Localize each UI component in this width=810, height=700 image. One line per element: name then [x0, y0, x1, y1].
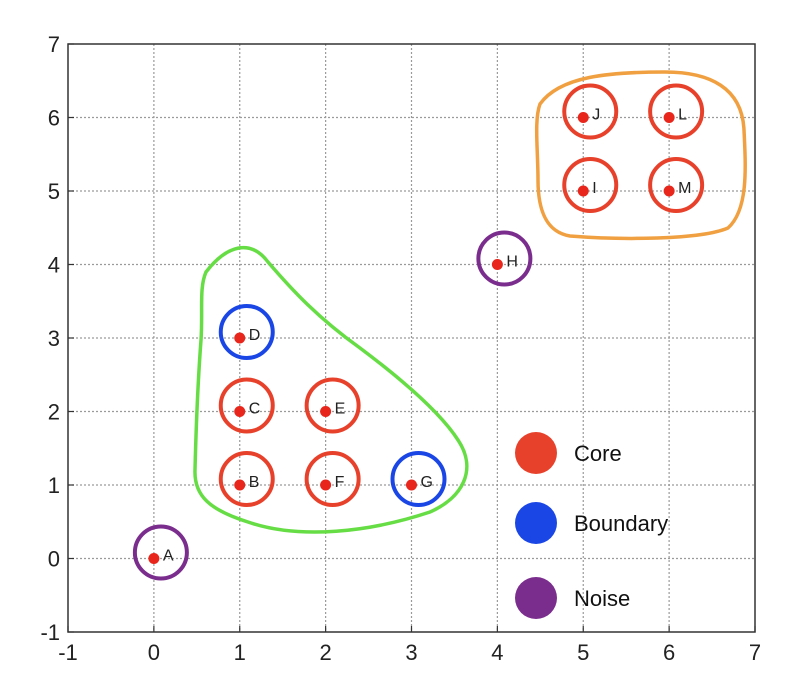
ring-b-core — [218, 451, 275, 507]
point-label-e: E — [335, 401, 346, 418]
ring-c-core — [218, 377, 275, 434]
y-tick-label: 3 — [48, 326, 60, 351]
ring-l-core — [648, 83, 705, 140]
legend-marker-core — [515, 432, 557, 474]
orange-cluster-outline — [534, 70, 747, 241]
y-tick-label: 2 — [48, 400, 60, 425]
legend-label-noise: Noise — [574, 586, 630, 611]
point-b — [234, 479, 246, 491]
ring-a-noise — [132, 524, 189, 581]
point-label-h: H — [506, 254, 518, 271]
x-tick-label: -1 — [58, 640, 78, 665]
y-tick-label: 6 — [48, 106, 60, 131]
point-g — [406, 479, 417, 491]
ring-e-core — [304, 377, 361, 434]
x-tick-label: 1 — [234, 640, 246, 665]
point-m — [663, 185, 675, 197]
point-f — [320, 479, 332, 491]
x-tick-label: 3 — [405, 640, 417, 665]
point-j — [577, 112, 589, 123]
legend-marker-noise — [515, 577, 557, 619]
y-tick-label: 5 — [48, 179, 60, 204]
point-labels: A B C D E F G H I J L M — [163, 107, 692, 565]
point-l — [663, 112, 675, 123]
ring-d-boundary — [218, 304, 275, 360]
ring-f-core — [304, 451, 361, 507]
x-tick-label: 0 — [148, 640, 160, 665]
point-label-m: M — [678, 180, 691, 197]
legend-marker-boundary — [515, 502, 557, 544]
point-label-j: J — [592, 107, 600, 124]
point-i — [577, 185, 589, 197]
point-label-b: B — [249, 474, 260, 491]
legend-label-boundary: Boundary — [574, 511, 668, 536]
point-label-g: G — [421, 474, 433, 491]
point-label-i: I — [592, 180, 596, 197]
x-tick-label: 5 — [577, 640, 589, 665]
data-points — [148, 112, 675, 564]
point-label-d: D — [249, 327, 261, 344]
grid — [68, 44, 755, 632]
point-label-c: C — [249, 401, 261, 418]
ring-h-noise — [476, 230, 533, 287]
point-d — [234, 332, 246, 344]
y-axis-ticks: -1 0 1 2 3 4 5 6 7 — [40, 32, 74, 645]
point-label-a: A — [163, 548, 174, 565]
neighborhood-rings — [132, 83, 705, 581]
x-tick-label: 7 — [749, 640, 761, 665]
ring-i-core — [562, 157, 619, 213]
point-label-f: F — [335, 474, 345, 491]
x-tick-label: 4 — [491, 640, 503, 665]
y-tick-label: 0 — [48, 547, 60, 572]
point-h — [491, 259, 503, 270]
y-tick-label: 1 — [48, 473, 60, 498]
point-e — [320, 406, 332, 417]
point-a — [148, 553, 160, 564]
point-c — [234, 406, 246, 417]
legend: Core Boundary Noise — [515, 432, 668, 619]
x-tick-label: 2 — [320, 640, 332, 665]
legend-label-core: Core — [574, 441, 622, 466]
x-tick-label: 6 — [663, 640, 675, 665]
y-tick-label: -1 — [40, 620, 60, 645]
ring-g-boundary — [390, 451, 447, 507]
point-label-l: L — [678, 107, 687, 124]
ring-j-core — [562, 83, 619, 140]
y-tick-label: 4 — [48, 253, 60, 278]
cluster-outlines — [193, 70, 747, 534]
green-cluster-outline — [193, 245, 469, 534]
y-tick-label: 7 — [48, 32, 60, 57]
ring-m-core — [648, 157, 705, 213]
x-axis-ticks: -1 0 1 2 3 4 5 6 7 — [58, 626, 761, 665]
